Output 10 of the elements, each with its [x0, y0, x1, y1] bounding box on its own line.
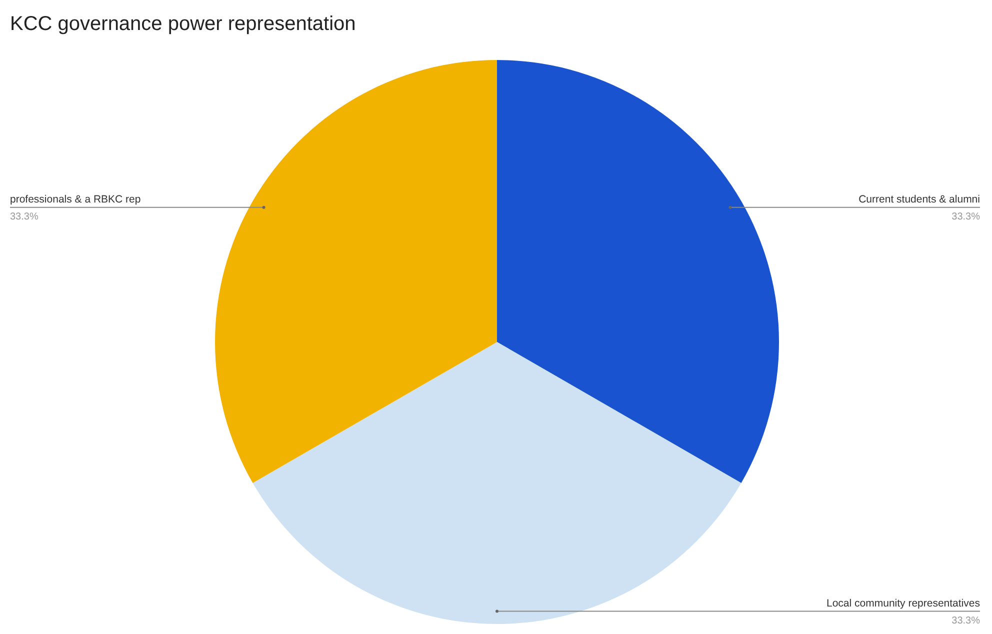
data-label: 33.3%	[952, 211, 980, 222]
data-label: 33.3%	[952, 615, 980, 626]
pie-slice	[497, 60, 779, 483]
slice-label: professionals & a RBKC rep	[10, 193, 141, 206]
slice-label: Local community representatives	[826, 597, 980, 610]
pie-slice	[252, 342, 742, 624]
chart-title: KCC governance power representation	[10, 13, 356, 35]
pie-slice	[215, 60, 497, 483]
data-label: 33.3%	[10, 211, 38, 222]
slice-label: Current students & alumni	[858, 193, 980, 206]
